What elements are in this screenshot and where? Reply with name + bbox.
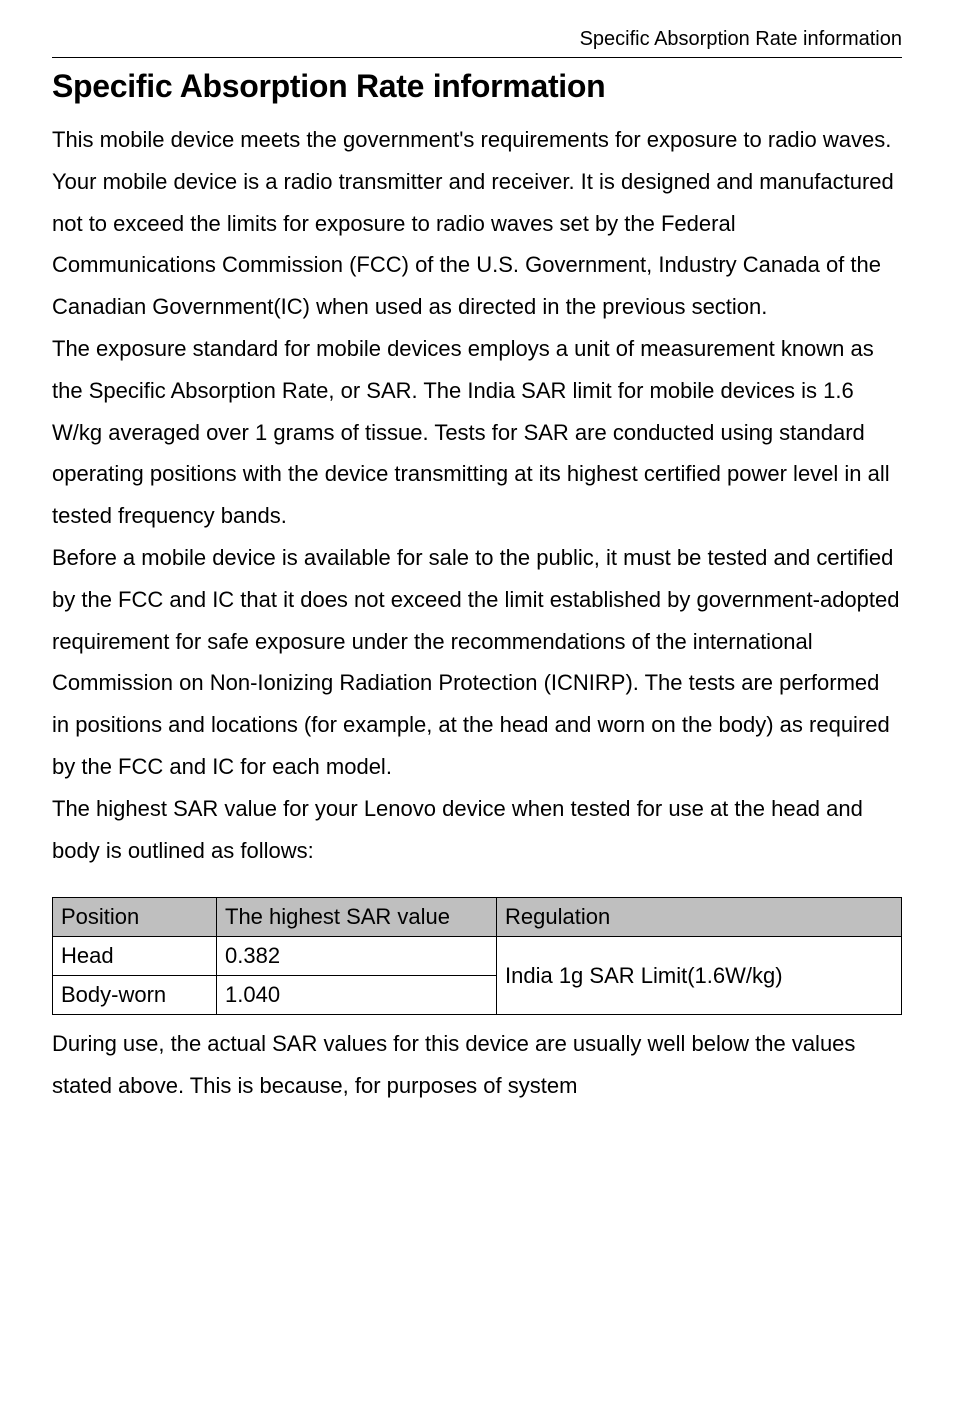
body-text-after: During use, the actual SAR values for th… [52, 1023, 902, 1107]
paragraph-2: Your mobile device is a radio transmitte… [52, 161, 902, 328]
cell-value: 1.040 [217, 976, 497, 1015]
paragraph-3: The exposure standard for mobile devices… [52, 328, 902, 537]
cell-position: Body-worn [53, 976, 217, 1015]
col-header-value: The highest SAR value [217, 898, 497, 937]
cell-regulation: India 1g SAR Limit(1.6W/kg) [497, 937, 902, 1015]
body-text: This mobile device meets the government'… [52, 119, 902, 871]
paragraph-5: The highest SAR value for your Lenovo de… [52, 788, 902, 872]
table-header-row: Position The highest SAR value Regulatio… [53, 898, 902, 937]
cell-position: Head [53, 937, 217, 976]
col-header-position: Position [53, 898, 217, 937]
cell-value: 0.382 [217, 937, 497, 976]
paragraph-4: Before a mobile device is available for … [52, 537, 902, 788]
page-title: Specific Absorption Rate information [52, 68, 902, 105]
sar-table: Position The highest SAR value Regulatio… [52, 897, 902, 1015]
running-header: Specific Absorption Rate information [52, 28, 902, 58]
col-header-regulation: Regulation [497, 898, 902, 937]
paragraph-6: During use, the actual SAR values for th… [52, 1023, 902, 1107]
paragraph-1: This mobile device meets the government'… [52, 119, 902, 161]
table-row: Head 0.382 India 1g SAR Limit(1.6W/kg) [53, 937, 902, 976]
